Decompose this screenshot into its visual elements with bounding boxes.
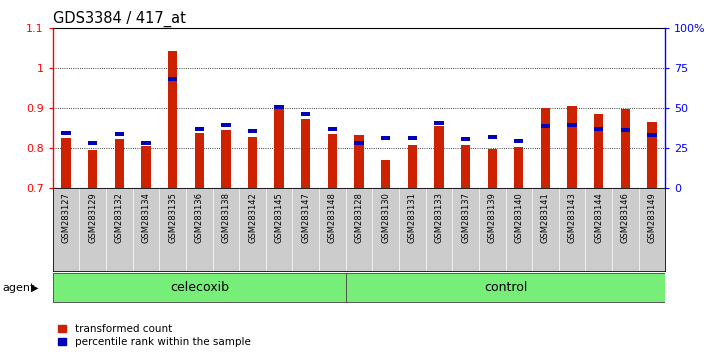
Text: GSM283149: GSM283149 — [648, 192, 656, 242]
Text: ▶: ▶ — [31, 282, 39, 293]
Bar — [488, 149, 497, 188]
Bar — [567, 123, 577, 127]
Text: GSM283148: GSM283148 — [328, 192, 337, 242]
Text: GSM283133: GSM283133 — [434, 192, 444, 243]
Text: GSM283127: GSM283127 — [62, 192, 70, 242]
Bar — [461, 137, 470, 141]
Bar — [488, 135, 497, 139]
Text: GSM283143: GSM283143 — [567, 192, 577, 242]
Bar — [142, 141, 151, 144]
Bar — [275, 105, 284, 109]
Bar — [275, 108, 284, 188]
Bar — [328, 134, 337, 188]
Bar — [514, 147, 524, 188]
Bar — [61, 138, 71, 188]
Text: GSM283131: GSM283131 — [408, 192, 417, 242]
Text: GSM283128: GSM283128 — [355, 192, 363, 242]
Bar — [168, 51, 177, 188]
Bar — [647, 133, 657, 137]
Bar — [88, 150, 97, 188]
Bar — [621, 128, 630, 132]
Bar — [461, 144, 470, 188]
Bar — [328, 127, 337, 131]
Bar — [248, 129, 257, 133]
Text: GSM283137: GSM283137 — [461, 192, 470, 243]
Bar — [567, 106, 577, 188]
Text: GSM283140: GSM283140 — [515, 192, 523, 242]
Bar — [301, 112, 310, 116]
Bar — [541, 124, 550, 128]
Bar — [354, 141, 364, 144]
Bar — [594, 127, 603, 131]
Bar — [221, 123, 230, 127]
Bar — [541, 108, 550, 188]
Bar — [514, 139, 524, 143]
Text: GSM283134: GSM283134 — [142, 192, 151, 242]
Bar — [647, 122, 657, 188]
Text: GSM283138: GSM283138 — [221, 192, 230, 243]
Bar — [115, 139, 124, 188]
Bar — [408, 145, 417, 188]
Bar — [194, 127, 204, 131]
Bar — [168, 77, 177, 81]
Text: GSM283129: GSM283129 — [88, 192, 97, 242]
Text: GDS3384 / 417_at: GDS3384 / 417_at — [53, 11, 186, 27]
Bar — [88, 141, 97, 144]
Text: GSM283147: GSM283147 — [301, 192, 310, 242]
Bar — [381, 136, 390, 140]
Bar — [61, 131, 71, 135]
Text: GSM283135: GSM283135 — [168, 192, 177, 242]
Bar — [381, 160, 390, 188]
Text: GSM283141: GSM283141 — [541, 192, 550, 242]
Bar — [621, 109, 630, 188]
Legend: transformed count, percentile rank within the sample: transformed count, percentile rank withi… — [58, 324, 251, 347]
Text: control: control — [484, 281, 527, 294]
Bar — [221, 130, 230, 188]
Text: GSM283146: GSM283146 — [621, 192, 630, 242]
Bar — [194, 133, 204, 188]
Bar — [301, 119, 310, 188]
Text: GSM283145: GSM283145 — [275, 192, 284, 242]
Text: GSM283142: GSM283142 — [248, 192, 257, 242]
Text: GSM283132: GSM283132 — [115, 192, 124, 242]
Bar — [594, 114, 603, 188]
Text: celecoxib: celecoxib — [170, 281, 229, 294]
FancyBboxPatch shape — [346, 273, 665, 302]
FancyBboxPatch shape — [53, 273, 346, 302]
Text: GSM283139: GSM283139 — [488, 192, 497, 242]
Bar — [434, 126, 444, 188]
Text: GSM283136: GSM283136 — [195, 192, 203, 243]
Bar — [408, 136, 417, 140]
Bar — [248, 137, 257, 188]
Text: GSM283130: GSM283130 — [381, 192, 390, 242]
Text: agent: agent — [2, 282, 34, 293]
Bar — [115, 132, 124, 136]
Bar — [142, 146, 151, 188]
Text: GSM283144: GSM283144 — [594, 192, 603, 242]
Bar — [354, 135, 364, 188]
Bar — [434, 121, 444, 125]
